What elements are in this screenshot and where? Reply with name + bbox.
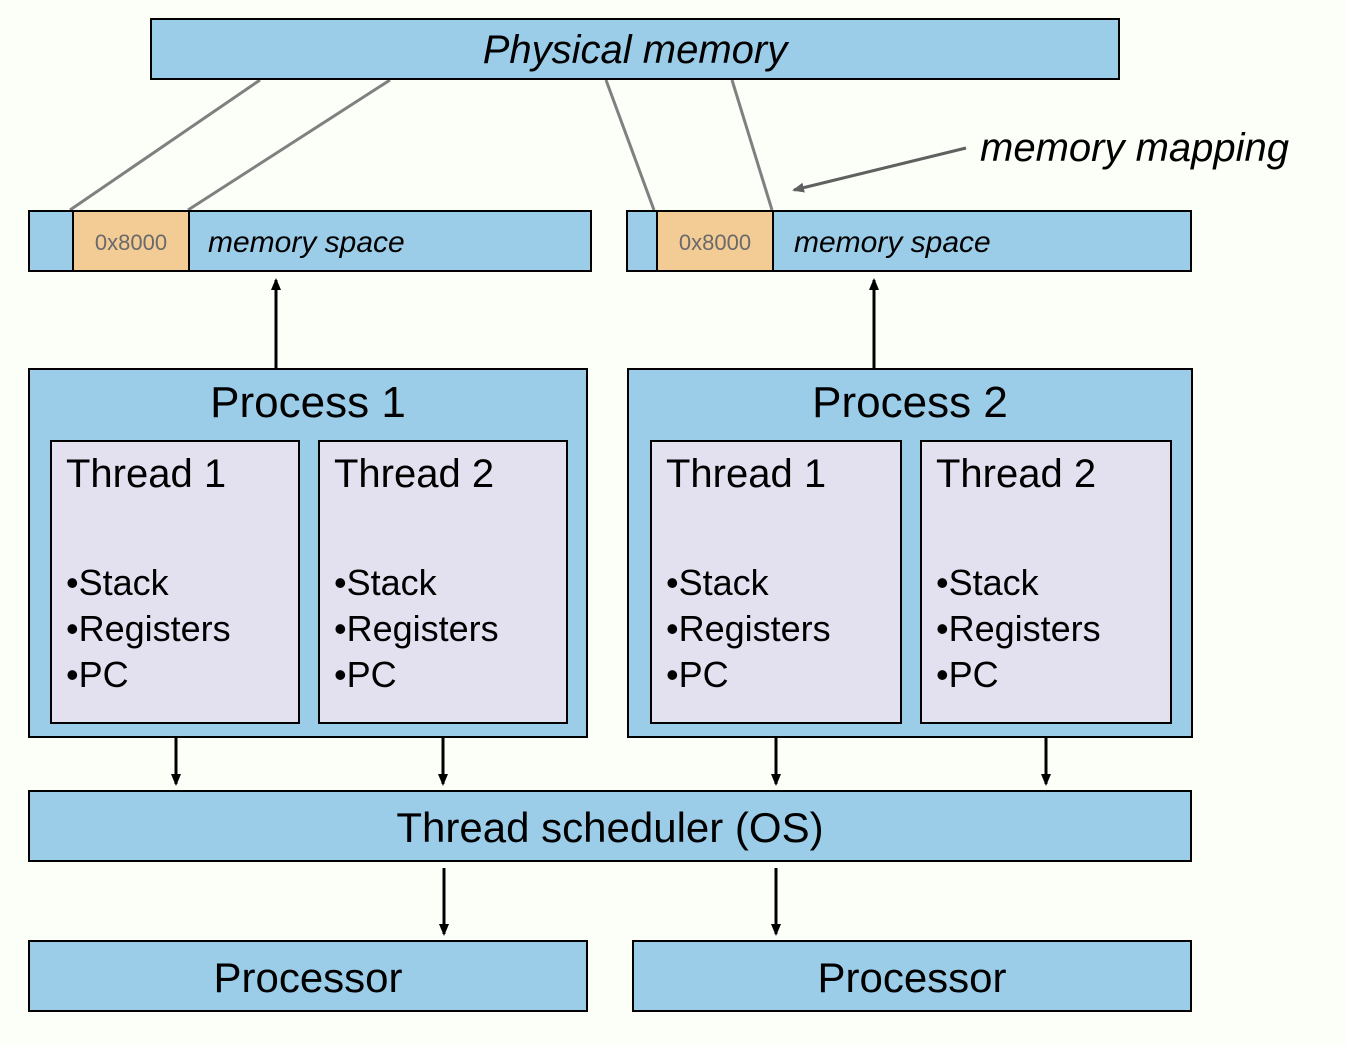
process-2-thread-2-item: •Registers xyxy=(936,608,1101,650)
memory-space-2-label: memory space xyxy=(794,226,991,260)
process-1-thread-1-item: •Registers xyxy=(66,608,231,650)
thread-scheduler-label: Thread scheduler (OS) xyxy=(30,804,1190,852)
process-2-thread-1-item: •Registers xyxy=(666,608,831,650)
process-1-thread-1-box: Thread 1 •Stack•Registers•PC xyxy=(50,440,300,724)
memory-mapping-line xyxy=(70,80,260,210)
physical-memory-label: Physical memory xyxy=(152,28,1118,73)
process-2-thread-2-item: •PC xyxy=(936,654,999,696)
arrow xyxy=(794,148,966,190)
process-2-thread-2-title: Thread 2 xyxy=(936,452,1096,497)
process-1-thread-2-item: •Stack xyxy=(334,562,437,604)
processor-1-box: Processor xyxy=(28,940,588,1012)
process-2-thread-1-item: •Stack xyxy=(666,562,769,604)
processor-1-label: Processor xyxy=(30,954,586,1002)
processor-2-label: Processor xyxy=(634,954,1190,1002)
process-2-thread-2-box: Thread 2 •Stack•Registers•PC xyxy=(920,440,1172,724)
physical-memory-box: Physical memory xyxy=(150,18,1120,80)
memory-mapping-line xyxy=(188,80,390,210)
memory-mapping-line xyxy=(606,80,654,210)
memory-space-2-box: 0x8000 memory space xyxy=(626,210,1192,272)
process-1-title: Process 1 xyxy=(30,378,586,428)
process-1-thread-1-item: •Stack xyxy=(66,562,169,604)
memory-space-2-mapped-region: 0x8000 xyxy=(656,210,774,272)
diagram-canvas: Physical memory 0x8000 memory space 0x80… xyxy=(0,0,1346,1044)
memory-space-2-addr: 0x8000 xyxy=(658,230,772,256)
processor-2-box: Processor xyxy=(632,940,1192,1012)
memory-mapping-line xyxy=(732,80,772,210)
process-2-thread-1-box: Thread 1 •Stack•Registers•PC xyxy=(650,440,902,724)
process-2-title: Process 2 xyxy=(629,378,1191,428)
process-2-thread-2-item: •Stack xyxy=(936,562,1039,604)
thread-scheduler-box: Thread scheduler (OS) xyxy=(28,790,1192,862)
process-2-thread-1-item: •PC xyxy=(666,654,729,696)
process-2-thread-1-title: Thread 1 xyxy=(666,452,826,497)
process-1-thread-2-box: Thread 2 •Stack•Registers•PC xyxy=(318,440,568,724)
process-1-thread-1-title: Thread 1 xyxy=(66,452,226,497)
process-1-thread-1-item: •PC xyxy=(66,654,129,696)
memory-space-1-mapped-region: 0x8000 xyxy=(72,210,190,272)
process-1-thread-2-item: •Registers xyxy=(334,608,499,650)
memory-mapping-annotation: memory mapping xyxy=(980,126,1289,171)
memory-space-1-label: memory space xyxy=(208,226,405,260)
memory-space-1-addr: 0x8000 xyxy=(74,230,188,256)
process-1-thread-2-title: Thread 2 xyxy=(334,452,494,497)
memory-space-1-box: 0x8000 memory space xyxy=(28,210,592,272)
process-1-thread-2-item: •PC xyxy=(334,654,397,696)
